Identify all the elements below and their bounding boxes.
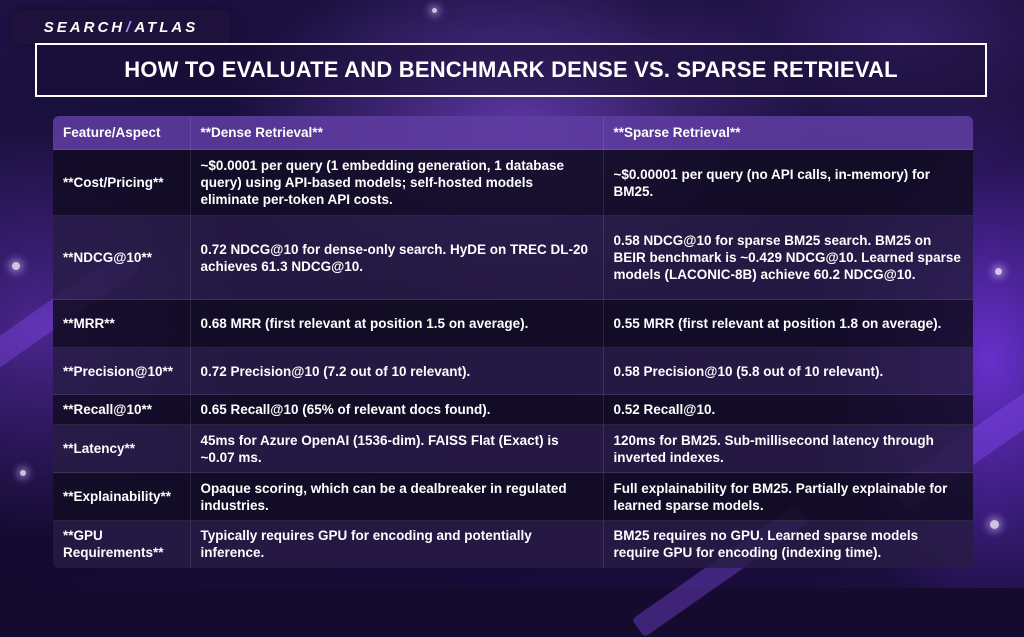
row-dense: Typically requires GPU for encoding and …	[189, 520, 603, 568]
table-row: **Cost/Pricing** ~$0.0001 per query (1 e…	[53, 149, 973, 216]
table-row: **MRR** 0.68 MRR (first relevant at posi…	[53, 299, 973, 348]
row-feature: **Explainability**	[53, 472, 190, 521]
row-dense: 0.65 Recall@10 (65% of relevant docs fou…	[189, 394, 603, 425]
row-sparse: Full explainability for BM25. Partially …	[602, 472, 973, 521]
row-feature: **Cost/Pricing**	[53, 149, 190, 216]
row-sparse: 0.58 Precision@10 (5.8 out of 10 relevan…	[602, 347, 973, 395]
row-dense: 45ms for Azure OpenAI (1536-dim). FAISS …	[189, 424, 603, 473]
comparison-table: Feature/Aspect **Dense Retrieval** **Spa…	[53, 116, 973, 568]
row-dense: 0.72 NDCG@10 for dense-only search. HyDE…	[189, 215, 603, 300]
decor-sparkle	[995, 268, 1002, 275]
title-banner: HOW TO EVALUATE AND BENCHMARK DENSE VS. …	[35, 43, 987, 97]
table-row: **Latency** 45ms for Azure OpenAI (1536-…	[53, 424, 973, 473]
row-dense: Opaque scoring, which can be a dealbreak…	[189, 472, 603, 521]
row-sparse: ~$0.00001 per query (no API calls, in-me…	[602, 149, 973, 216]
row-dense: ~$0.0001 per query (1 embedding generati…	[189, 149, 603, 216]
row-sparse: 0.58 NDCG@10 for sparse BM25 search. BM2…	[602, 215, 973, 300]
row-feature: **MRR**	[53, 299, 190, 348]
table-row: **Recall@10** 0.65 Recall@10 (65% of rel…	[53, 394, 973, 425]
table-header-row: Feature/Aspect **Dense Retrieval** **Spa…	[53, 116, 973, 150]
decor-sparkle	[12, 262, 20, 270]
row-sparse: 0.55 MRR (first relevant at position 1.8…	[602, 299, 973, 348]
row-dense: 0.72 Precision@10 (7.2 out of 10 relevan…	[189, 347, 603, 395]
decor-sparkle	[20, 470, 26, 476]
row-sparse: 120ms for BM25. Sub-millisecond latency …	[602, 424, 973, 473]
row-sparse: 0.52 Recall@10.	[602, 394, 973, 425]
table-row: **Precision@10** 0.72 Precision@10 (7.2 …	[53, 347, 973, 395]
row-sparse: BM25 requires no GPU. Learned sparse mod…	[602, 520, 973, 568]
header-sparse: **Sparse Retrieval**	[602, 116, 973, 150]
row-feature: **GPU Requirements**	[53, 520, 190, 568]
row-feature: **Precision@10**	[53, 347, 190, 395]
brand-logo-slash: /	[126, 18, 134, 36]
table-row: **Explainability** Opaque scoring, which…	[53, 472, 973, 521]
decor-sparkle	[990, 520, 999, 529]
header-dense: **Dense Retrieval**	[189, 116, 603, 150]
row-feature: **NDCG@10**	[53, 215, 190, 300]
header-feature: Feature/Aspect	[53, 116, 190, 150]
row-feature: **Latency**	[53, 424, 190, 473]
table-row: **GPU Requirements** Typically requires …	[53, 520, 973, 568]
decor-sparkle	[432, 8, 437, 13]
brand-logo: SEARCH / ATLAS	[12, 10, 230, 44]
comparison-table-container: Feature/Aspect **Dense Retrieval** **Spa…	[53, 116, 973, 568]
row-feature: **Recall@10**	[53, 394, 190, 425]
row-dense: 0.68 MRR (first relevant at position 1.5…	[189, 299, 603, 348]
brand-logo-left: SEARCH	[43, 18, 126, 36]
table-row: **NDCG@10** 0.72 NDCG@10 for dense-only …	[53, 215, 973, 300]
page-title: HOW TO EVALUATE AND BENCHMARK DENSE VS. …	[124, 57, 898, 82]
brand-logo-right: ATLAS	[134, 18, 199, 36]
